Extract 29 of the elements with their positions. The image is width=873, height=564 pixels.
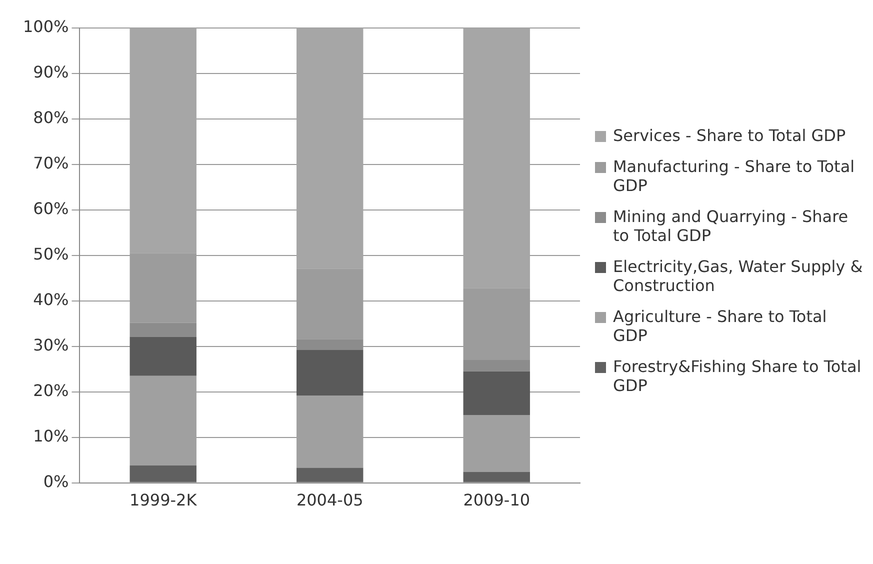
bar — [463, 472, 530, 482]
legend-label: Electricity,Gas, Water Supply & Construction — [613, 256, 864, 294]
legend-label: Services - Share to Total GDP — [613, 126, 846, 144]
y-tick-label: 0% — [43, 472, 69, 491]
x-tick-label: 2004-05 — [296, 490, 364, 510]
bar — [296, 339, 364, 350]
x-tick-label: 2009-10 — [463, 490, 530, 510]
y-tick-label: 40% — [33, 290, 69, 310]
bar — [130, 466, 196, 482]
y-tick-label: 30% — [33, 336, 69, 355]
y-tick-label: 80% — [33, 108, 69, 128]
x-tick-label: 1999-2K — [130, 490, 198, 510]
y-tick-label: 90% — [33, 62, 69, 82]
legend-label: Manufacturing - Share to Total GDP — [613, 156, 856, 194]
y-tick-label: 60% — [33, 199, 69, 218]
y-tick-label: 100% — [22, 17, 69, 36]
y-tick-label: 10% — [33, 426, 69, 446]
bar — [130, 322, 196, 337]
y-tick-label: 50% — [33, 244, 69, 264]
legend-label: Forestry&Fishing Share to Total GDP — [613, 356, 862, 394]
bar — [463, 371, 530, 416]
bar — [296, 468, 364, 482]
bar — [130, 336, 196, 376]
bar — [463, 360, 530, 372]
bar — [296, 350, 364, 396]
y-tick-label: 20% — [33, 380, 69, 400]
y-tick-label: 70% — [33, 154, 69, 173]
legend-label: Agriculture - Share to Total GDP — [613, 306, 828, 344]
legend-label: Mining and Quarrying - Share to Total GDP — [613, 206, 850, 244]
